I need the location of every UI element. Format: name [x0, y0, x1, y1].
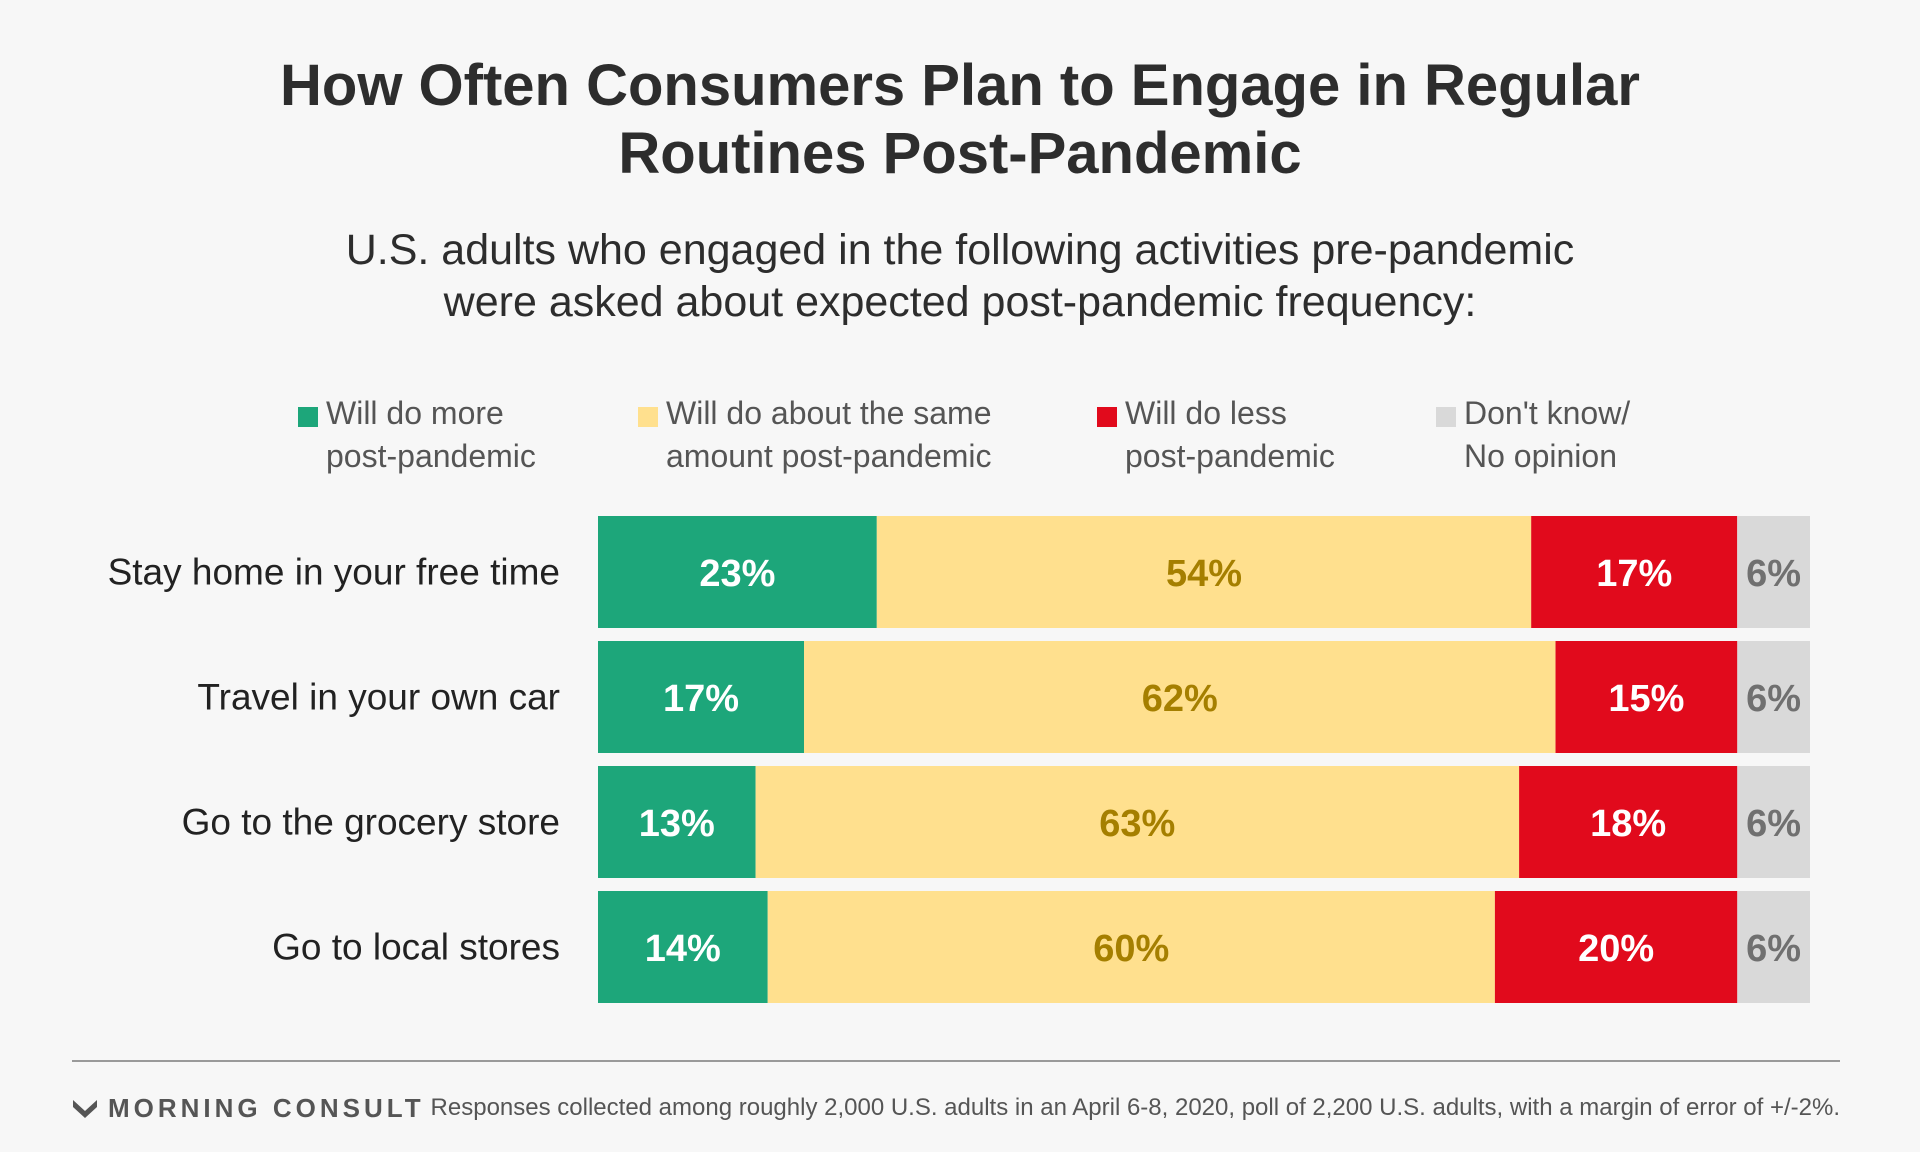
- legend-label-same-line-2: amount post-pandemic: [666, 438, 992, 474]
- chart-subtitle-line-2: were asked about expected post-pandemic …: [443, 278, 1477, 326]
- brand-name: MORNING CONSULT: [108, 1093, 425, 1123]
- data-label-dont-know: 6%: [1746, 553, 1801, 595]
- legend-label-more-line-2: post-pandemic: [326, 438, 536, 474]
- legend-label-same-line-1: Will do about the same: [666, 395, 992, 431]
- legend-label-less-line-2: post-pandemic: [1125, 438, 1335, 474]
- chart-title-line-2: Routines Post-Pandemic: [618, 121, 1302, 186]
- category-label: Go to the grocery store: [182, 802, 560, 843]
- legend-swatch-dont-know: [1436, 407, 1456, 427]
- bar-segment-more: [598, 516, 877, 628]
- bar-segment-dont-know: [1737, 766, 1810, 878]
- bar-segment-same: [876, 516, 1532, 628]
- data-label-more: 13%: [639, 803, 715, 845]
- footer-divider: [72, 1060, 1840, 1062]
- data-label-more: 14%: [645, 928, 721, 970]
- legend-label-less-line-1: Will do less: [1125, 395, 1287, 431]
- data-label-dont-know: 6%: [1746, 928, 1801, 970]
- data-label-less: 15%: [1608, 678, 1684, 720]
- bar-segment-less: [1494, 891, 1738, 1003]
- chart-title-line-1: How Often Consumers Plan to Engage in Re…: [280, 53, 1640, 118]
- bar-segment-less: [1519, 766, 1738, 878]
- legend-label-dont-know-line-2: No opinion: [1464, 438, 1617, 474]
- stacked-bar-chart: Stay home in your free time 23% 54% 17% 6% Tr…: [108, 516, 1810, 1003]
- legend-swatch-less: [1097, 407, 1117, 427]
- bar-segment-same: [767, 891, 1495, 1003]
- data-label-same: 62%: [1142, 678, 1218, 720]
- legend-swatch-same: [638, 407, 658, 427]
- bar-segment-more: [598, 891, 768, 1003]
- data-label-more: 23%: [699, 553, 775, 595]
- category-label: Travel in your own car: [197, 677, 560, 718]
- chart-subtitle-line-1: U.S. adults who engaged in the following…: [345, 226, 1575, 274]
- data-label-less: 18%: [1590, 803, 1666, 845]
- bar-segment-same: [804, 641, 1556, 753]
- legend-swatch-more: [298, 407, 318, 427]
- data-label-dont-know: 6%: [1746, 678, 1801, 720]
- bar-segment-same: [755, 766, 1520, 878]
- legend-label-more-line-1: Will do more: [326, 395, 504, 431]
- bar-segment-more: [598, 766, 756, 878]
- footer-note: Responses collected among roughly 2,000 …: [430, 1094, 1840, 1121]
- data-label-more: 17%: [663, 678, 739, 720]
- bar-segment-less: [1531, 516, 1738, 628]
- data-label-less: 20%: [1578, 928, 1654, 970]
- category-label: Stay home in your free time: [108, 552, 560, 593]
- category-label: Go to local stores: [272, 927, 560, 968]
- data-label-same: 60%: [1093, 928, 1169, 970]
- chart-title: How Often Consumers Plan to Engage in Re…: [0, 52, 1920, 188]
- chart-subtitle: U.S. adults who engaged in the following…: [0, 224, 1920, 328]
- data-label-same: 63%: [1099, 803, 1175, 845]
- bar-segment-dont-know: [1737, 641, 1810, 753]
- morning-consult-logo-icon: [73, 1099, 97, 1118]
- bar-segment-dont-know: [1737, 516, 1810, 628]
- bar-segment-less: [1555, 641, 1738, 753]
- data-label-same: 54%: [1166, 553, 1242, 595]
- footer-brand: MORNING CONSULT: [72, 1093, 425, 1124]
- legend-label-dont-know-line-1: Don't know/: [1464, 395, 1631, 431]
- bar-segment-more: [598, 641, 804, 753]
- data-label-less: 17%: [1596, 553, 1672, 595]
- bar-segment-dont-know: [1737, 891, 1810, 1003]
- data-label-dont-know: 6%: [1746, 803, 1801, 845]
